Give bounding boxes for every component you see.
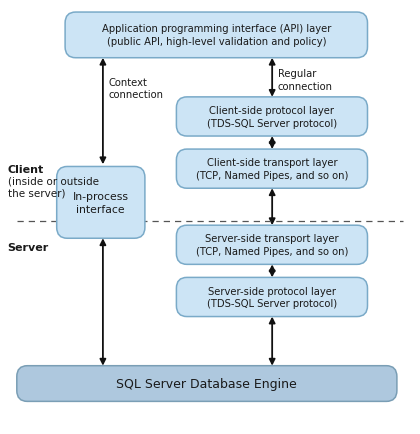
FancyBboxPatch shape (65, 13, 368, 59)
Text: Context
connection: Context connection (108, 78, 163, 100)
Text: Server-side transport layer
(TCP, Named Pipes, and so on): Server-side transport layer (TCP, Named … (196, 234, 348, 256)
Text: Client-side protocol layer
(TDS-SQL Server protocol): Client-side protocol layer (TDS-SQL Serv… (207, 106, 337, 128)
Text: Server: Server (8, 242, 49, 252)
FancyBboxPatch shape (176, 278, 368, 317)
FancyBboxPatch shape (57, 167, 145, 239)
Text: SQL Server Database Engine: SQL Server Database Engine (116, 377, 297, 390)
FancyBboxPatch shape (176, 150, 368, 189)
Text: Application programming interface (API) layer
(public API, high-level validation: Application programming interface (API) … (102, 24, 331, 47)
Text: Client: Client (8, 165, 44, 175)
Text: Regular
connection: Regular connection (278, 69, 333, 92)
Text: (inside or outside
the server): (inside or outside the server) (8, 176, 99, 198)
FancyBboxPatch shape (176, 226, 368, 265)
FancyBboxPatch shape (17, 366, 397, 401)
Text: Client-side transport layer
(TCP, Named Pipes, and so on): Client-side transport layer (TCP, Named … (196, 158, 348, 181)
FancyBboxPatch shape (176, 98, 368, 137)
Text: In-process
interface: In-process interface (73, 191, 129, 214)
Text: Server-side protocol layer
(TDS-SQL Server protocol): Server-side protocol layer (TDS-SQL Serv… (207, 286, 337, 309)
